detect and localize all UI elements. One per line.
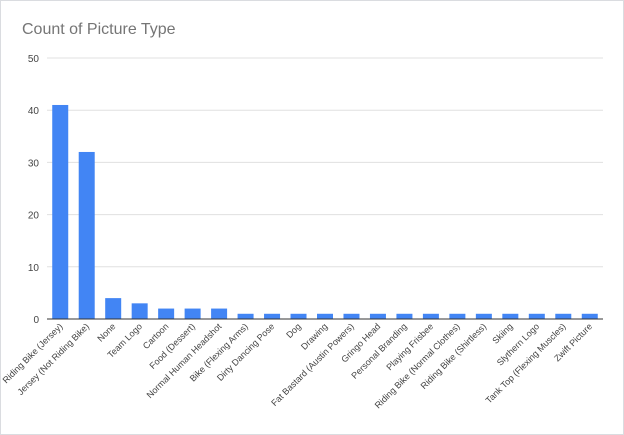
bar[interactable] bbox=[369, 313, 386, 319]
x-tick-label: None bbox=[95, 321, 117, 343]
y-tick-label: 10 bbox=[28, 263, 40, 274]
bar[interactable] bbox=[290, 313, 307, 319]
bar[interactable] bbox=[581, 313, 598, 319]
bar[interactable] bbox=[237, 313, 254, 319]
bar[interactable] bbox=[184, 308, 201, 319]
bar[interactable] bbox=[78, 151, 95, 319]
bar[interactable] bbox=[343, 313, 360, 319]
bar[interactable] bbox=[131, 303, 148, 319]
bar[interactable] bbox=[422, 313, 439, 319]
bar[interactable] bbox=[475, 313, 492, 319]
chart-title: Count of Picture Type bbox=[22, 21, 176, 38]
y-tick-label: 0 bbox=[33, 315, 39, 326]
bar[interactable] bbox=[396, 313, 413, 319]
bar[interactable] bbox=[528, 313, 545, 319]
bar[interactable] bbox=[264, 313, 281, 319]
x-tick-label: Dog bbox=[284, 321, 303, 340]
x-tick-label: Playing Frisbee bbox=[384, 321, 435, 372]
bar[interactable] bbox=[158, 308, 175, 319]
bar[interactable] bbox=[449, 313, 466, 319]
x-tick-label: Skiing bbox=[490, 321, 514, 345]
bar[interactable] bbox=[502, 313, 519, 319]
y-tick-label: 20 bbox=[28, 211, 40, 222]
bar[interactable] bbox=[105, 298, 122, 319]
bar[interactable] bbox=[317, 313, 333, 319]
y-tick-label: 40 bbox=[28, 106, 40, 117]
bar[interactable] bbox=[555, 313, 572, 319]
bar[interactable] bbox=[52, 104, 69, 319]
bar[interactable] bbox=[211, 308, 228, 319]
y-tick-label: 50 bbox=[28, 54, 40, 65]
y-tick-label: 30 bbox=[28, 158, 40, 169]
